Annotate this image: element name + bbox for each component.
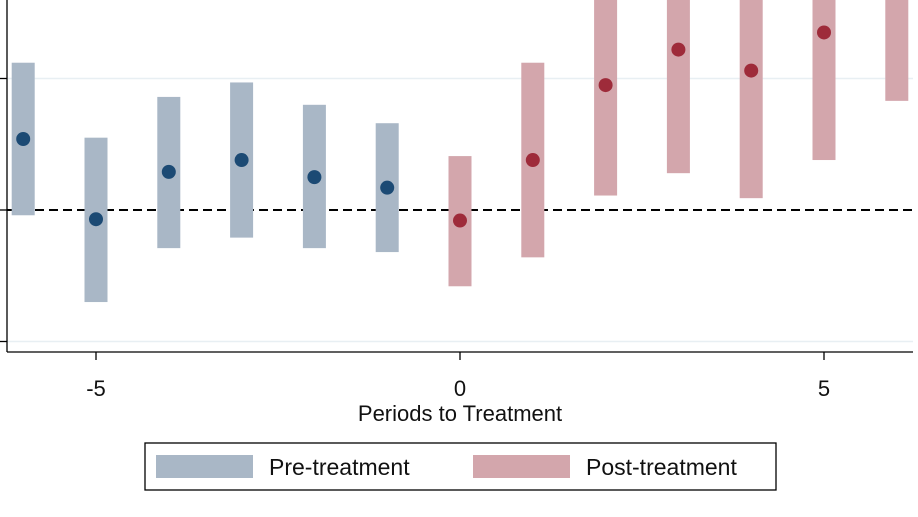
ci-bar-post-treatment xyxy=(812,0,836,161)
point-estimate-post-treatment xyxy=(744,63,759,78)
point-estimate-post-treatment xyxy=(598,78,613,93)
x-tick-label: 5 xyxy=(818,376,830,401)
ci-bar-post-treatment xyxy=(885,0,909,101)
x-axis-ticks: -5 0 5 xyxy=(86,352,830,401)
legend-label-post-treatment: Post-treatment xyxy=(586,454,737,480)
point-estimate-pre-treatment xyxy=(307,170,322,185)
legend-swatch-post-treatment xyxy=(473,455,570,478)
ci-bar-post-treatment xyxy=(666,0,690,174)
legend: Pre-treatment Post-treatment xyxy=(144,442,777,491)
y-axis-ticks xyxy=(0,77,7,343)
point-estimates xyxy=(16,25,831,228)
point-estimate-pre-treatment xyxy=(380,180,395,195)
point-estimate-post-treatment xyxy=(525,153,540,168)
legend-swatch-pre-treatment xyxy=(156,455,253,478)
point-estimate-post-treatment xyxy=(817,25,831,40)
legend-box xyxy=(144,442,777,491)
point-estimate-pre-treatment xyxy=(234,153,249,168)
x-tick-label: -5 xyxy=(86,376,106,401)
ci-bar-post-treatment xyxy=(594,0,618,196)
legend-label-pre-treatment: Pre-treatment xyxy=(269,454,410,480)
x-tick-label: 0 xyxy=(454,376,466,401)
confidence-intervals xyxy=(11,0,909,303)
ci-bar-post-treatment xyxy=(739,0,763,199)
point-estimate-post-treatment xyxy=(671,42,686,57)
x-axis-title: Periods to Treatment xyxy=(358,401,562,426)
point-estimate-pre-treatment xyxy=(16,131,31,146)
point-estimate-post-treatment xyxy=(453,213,467,228)
point-estimate-pre-treatment xyxy=(161,164,176,179)
point-estimate-pre-treatment xyxy=(89,212,103,227)
